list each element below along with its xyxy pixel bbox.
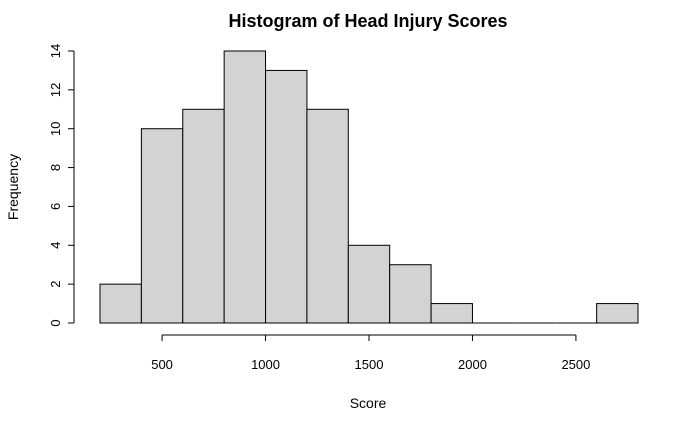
y-tick-label-0: 0 — [48, 319, 63, 326]
histogram-bar-4 — [265, 69, 308, 324]
chart-title: Histogram of Head Injury Scores — [228, 11, 507, 31]
x-tick-label-1000: 1000 — [251, 357, 280, 372]
histogram-bar-6 — [347, 244, 391, 324]
y-tick-label-4: 4 — [48, 242, 63, 249]
histogram-bar-2 — [182, 108, 225, 324]
histogram-bar-0 — [99, 283, 142, 324]
y-tick-label-14: 14 — [48, 44, 63, 58]
histogram-bar-8 — [430, 303, 473, 324]
y-tick-label-2: 2 — [48, 281, 63, 288]
histogram-bar-5 — [306, 108, 349, 324]
histogram-bar-3 — [223, 50, 267, 324]
y-tick-label-6: 6 — [48, 203, 63, 210]
histogram-bar-1 — [140, 128, 184, 324]
y-tick-label-10: 10 — [48, 121, 63, 135]
x-tick-label-1500: 1500 — [355, 357, 384, 372]
y-axis: 0 2 4 6 8 10 12 14 — [48, 44, 75, 327]
x-tick-label-500: 500 — [151, 357, 173, 372]
bars-group — [99, 50, 639, 324]
x-axis-label: Score — [350, 395, 387, 411]
y-tick-label-12: 12 — [48, 83, 63, 97]
histogram-bar-12 — [596, 303, 639, 324]
histogram-bar-7 — [389, 264, 432, 324]
y-axis-label: Frequency — [5, 154, 21, 220]
x-tick-label-2500: 2500 — [561, 357, 590, 372]
x-axis: 500 1000 1500 2000 2500 — [151, 334, 590, 372]
y-tick-label-8: 8 — [48, 164, 63, 171]
x-tick-label-2000: 2000 — [458, 357, 487, 372]
